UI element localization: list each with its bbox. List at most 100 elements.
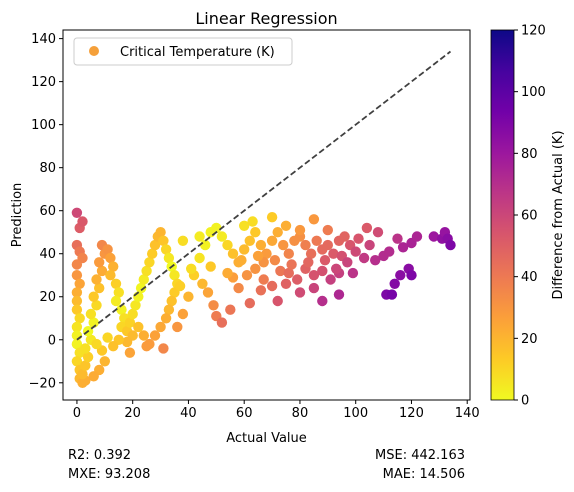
scatter-point xyxy=(283,267,294,279)
scatter-point xyxy=(294,287,306,298)
colorbar-label: Difference from Actual (K) xyxy=(551,130,566,299)
scatter-point xyxy=(225,304,236,315)
scatter-point xyxy=(74,278,85,289)
scatter-point xyxy=(272,295,283,307)
scatter-point xyxy=(280,278,292,289)
y-tick-label: 60 xyxy=(39,204,56,219)
scatter-point xyxy=(71,304,83,315)
scatter-point xyxy=(445,239,456,251)
scatter-point xyxy=(389,278,400,289)
scatter-point xyxy=(71,287,83,298)
identity-reference-line xyxy=(76,50,452,341)
legend-label: Critical Temperature (K) xyxy=(120,45,275,60)
scatter-point xyxy=(266,212,278,223)
scatter-point xyxy=(392,233,403,244)
x-tick-label: 140 xyxy=(455,406,480,421)
scatter-point xyxy=(308,214,320,225)
scatter-point xyxy=(96,265,108,277)
scatter-point xyxy=(77,216,88,227)
scatter-point xyxy=(311,235,322,246)
scatter-point xyxy=(124,347,136,358)
scatter-point xyxy=(211,222,222,234)
r2-metric: R2: 0.392 xyxy=(68,448,132,463)
scatter-point xyxy=(317,265,328,277)
scatter-point xyxy=(102,332,113,343)
scatter-point xyxy=(241,270,253,281)
scatter-point xyxy=(350,246,361,257)
scatter-point xyxy=(105,270,116,281)
scatter-point xyxy=(194,231,205,242)
scatter-point xyxy=(300,239,311,251)
y-tick-label: 40 xyxy=(39,247,56,262)
scatter-point xyxy=(339,231,350,242)
scatter-point xyxy=(105,252,116,264)
scatter-point xyxy=(216,231,228,242)
scatter-point xyxy=(158,343,169,354)
legend-box xyxy=(73,37,293,66)
scatter-point xyxy=(250,263,261,274)
scatter-point xyxy=(347,267,359,279)
scatter-point xyxy=(239,220,250,231)
x-tick-label: 120 xyxy=(399,406,424,421)
scatter-point xyxy=(138,330,149,341)
colorbar-tick-label: 120 xyxy=(521,24,546,39)
scatter-point xyxy=(110,295,122,307)
scatter-point xyxy=(147,248,158,259)
scatter-point xyxy=(149,330,161,341)
scatter-point xyxy=(247,216,258,227)
scatter-point xyxy=(172,321,183,333)
colorbar-tick-label: 20 xyxy=(521,332,538,347)
scatter-point xyxy=(266,235,278,246)
x-axis-ticks: 0 20 40 60 80 100 120 140 xyxy=(73,400,480,421)
scatter-point xyxy=(278,239,289,251)
scatter-point xyxy=(144,257,155,268)
y-tick-label: 120 xyxy=(31,75,56,90)
scatter-point xyxy=(138,274,149,285)
scatter-point xyxy=(305,248,317,259)
y-tick-label: −20 xyxy=(29,376,56,391)
scatter-point xyxy=(283,248,294,259)
scatter-point xyxy=(108,341,119,352)
scatter-point xyxy=(130,300,141,311)
scatter-point xyxy=(155,227,166,238)
mse-metric: MSE: 442.163 xyxy=(375,448,465,463)
x-tick-label: 0 xyxy=(73,406,81,421)
scatter-point xyxy=(71,207,83,218)
scatter-point xyxy=(194,252,205,264)
scatter-point xyxy=(395,270,406,281)
scatter-point xyxy=(303,257,314,268)
scatter-point xyxy=(236,255,247,266)
scatter-point xyxy=(94,257,105,268)
scatter-point xyxy=(127,308,138,320)
colorbar xyxy=(490,29,515,401)
scatter-point xyxy=(317,295,328,307)
scatter-point xyxy=(91,300,102,311)
y-tick-label: 20 xyxy=(39,290,56,305)
scatter-point xyxy=(294,224,306,236)
scatter-point xyxy=(91,338,102,350)
colorbar-ticks: 0 20 40 60 80 100 120 xyxy=(514,24,546,409)
scatter-point xyxy=(160,244,172,255)
scatter-point xyxy=(331,263,342,274)
scatter-point xyxy=(428,231,439,242)
y-tick-label: 100 xyxy=(31,118,56,133)
scatter-point xyxy=(88,291,99,302)
scatter-point xyxy=(250,227,261,238)
scatter-point xyxy=(71,321,83,333)
x-tick-label: 20 xyxy=(124,406,141,421)
x-tick-label: 60 xyxy=(236,406,253,421)
scatter-point xyxy=(258,274,269,285)
scatter-point xyxy=(124,317,136,328)
scatter-point xyxy=(333,289,345,300)
y-tick-label: 140 xyxy=(31,32,56,47)
scatter-point xyxy=(244,235,255,246)
scatter-point xyxy=(292,274,303,285)
y-axis-ticks: −20 0 20 40 60 80 100 120 140 xyxy=(29,32,63,391)
scatter-point xyxy=(169,270,180,281)
scatter-point xyxy=(177,235,189,246)
scatter-point xyxy=(133,321,144,333)
mxe-metric: MXE: 93.208 xyxy=(68,467,151,482)
scatter-point xyxy=(183,291,194,302)
scatter-point xyxy=(322,224,333,236)
scatter-point xyxy=(80,343,91,354)
